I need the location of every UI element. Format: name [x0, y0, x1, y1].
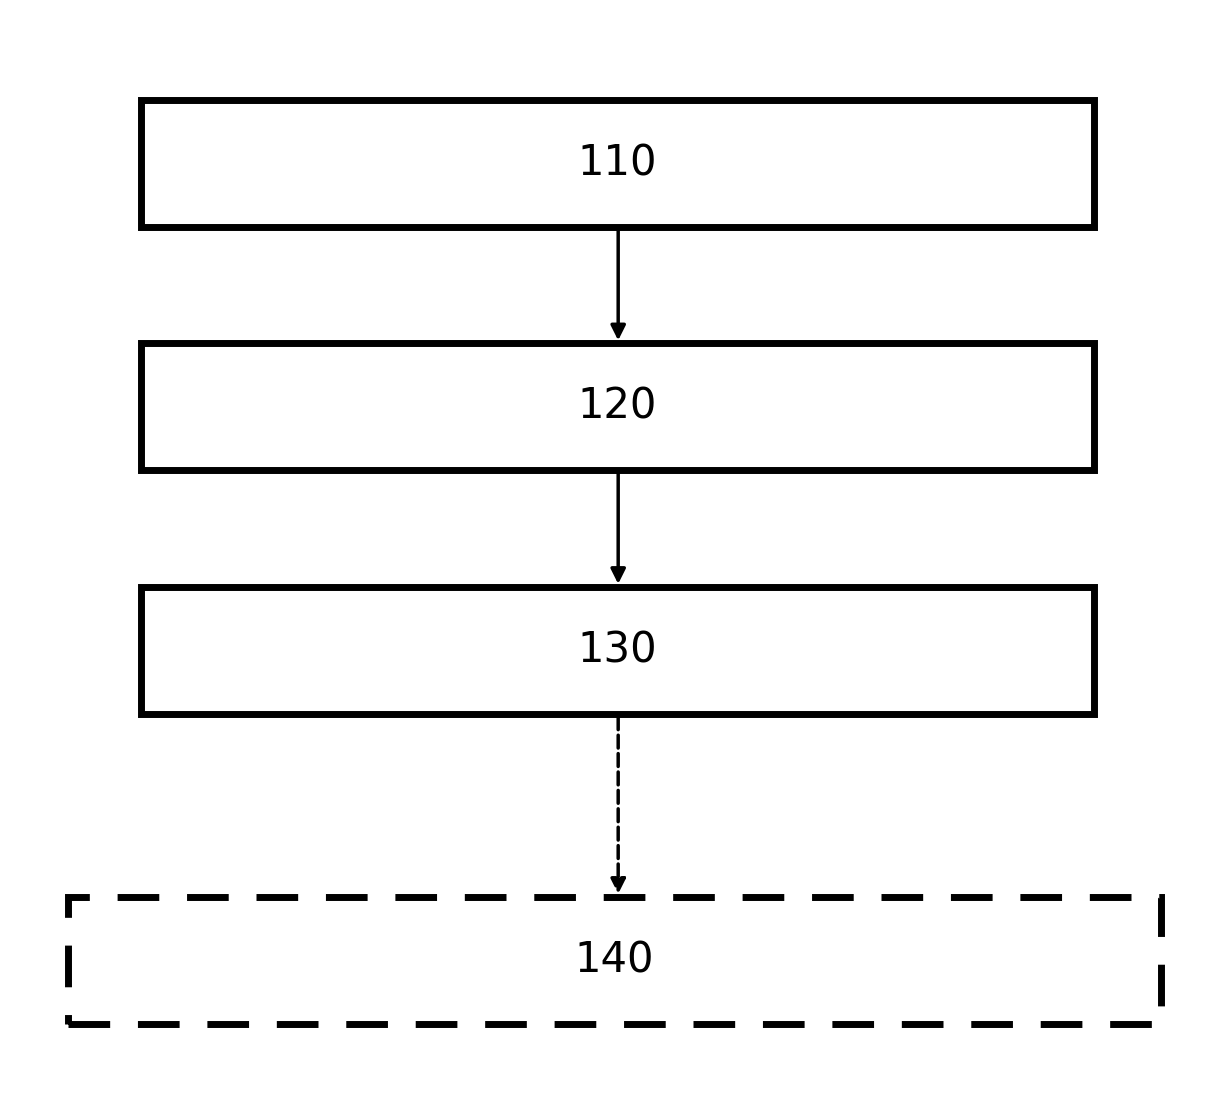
Bar	[141, 100, 1094, 227]
Bar	[68, 897, 1161, 1024]
Bar	[141, 343, 1094, 470]
Text: 130: 130	[578, 630, 658, 671]
Text: 140: 140	[575, 940, 654, 981]
Bar	[141, 587, 1094, 714]
Text: 110: 110	[578, 143, 658, 184]
Text: 120: 120	[578, 386, 658, 427]
